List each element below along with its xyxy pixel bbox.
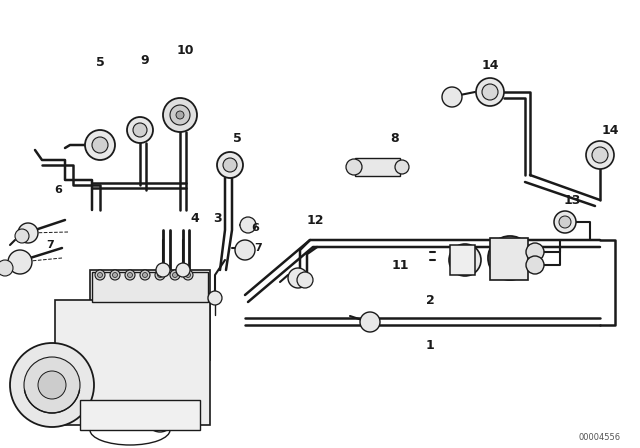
Circle shape — [208, 291, 222, 305]
Circle shape — [24, 357, 80, 413]
Circle shape — [176, 111, 184, 119]
Text: 4: 4 — [191, 211, 200, 224]
Circle shape — [183, 270, 193, 280]
Circle shape — [186, 272, 191, 277]
Circle shape — [360, 312, 380, 332]
Circle shape — [0, 260, 13, 276]
Text: 7: 7 — [254, 243, 262, 253]
Text: 6: 6 — [251, 223, 259, 233]
Circle shape — [176, 263, 190, 277]
Circle shape — [155, 270, 165, 280]
Circle shape — [92, 137, 108, 153]
Text: 00004556: 00004556 — [579, 432, 621, 441]
Circle shape — [526, 243, 544, 261]
Circle shape — [503, 251, 517, 265]
Text: 5: 5 — [95, 56, 104, 69]
Bar — [355, 158, 400, 176]
Circle shape — [113, 272, 118, 277]
Circle shape — [125, 270, 135, 280]
Circle shape — [157, 272, 163, 277]
Circle shape — [395, 160, 409, 174]
Circle shape — [95, 270, 105, 280]
Circle shape — [133, 123, 147, 137]
Text: 2: 2 — [426, 293, 435, 306]
Circle shape — [170, 270, 180, 280]
Bar — [55, 300, 210, 425]
Circle shape — [297, 272, 313, 288]
Circle shape — [476, 78, 504, 106]
Circle shape — [488, 236, 532, 280]
Text: 10: 10 — [176, 43, 194, 56]
Text: 8: 8 — [390, 132, 399, 145]
Circle shape — [482, 84, 498, 100]
Bar — [80, 400, 200, 430]
Circle shape — [140, 270, 150, 280]
Circle shape — [156, 263, 170, 277]
Circle shape — [85, 130, 115, 160]
Text: 5: 5 — [232, 132, 241, 145]
Circle shape — [170, 105, 190, 125]
Circle shape — [15, 229, 29, 243]
Circle shape — [217, 152, 243, 178]
Circle shape — [38, 371, 66, 399]
Circle shape — [8, 250, 32, 274]
Bar — [92, 272, 208, 302]
Circle shape — [223, 158, 237, 172]
Text: 12: 12 — [307, 214, 324, 227]
Circle shape — [163, 98, 197, 132]
Text: 9: 9 — [141, 53, 149, 66]
Text: 14: 14 — [481, 59, 499, 72]
Text: 1: 1 — [426, 339, 435, 352]
Text: 3: 3 — [214, 211, 222, 224]
Circle shape — [235, 240, 255, 260]
Circle shape — [496, 244, 524, 272]
Circle shape — [173, 272, 177, 277]
Circle shape — [110, 270, 120, 280]
Text: 14: 14 — [601, 124, 619, 137]
Circle shape — [240, 217, 256, 233]
Circle shape — [143, 272, 147, 277]
Circle shape — [153, 411, 167, 425]
Circle shape — [554, 211, 576, 233]
Circle shape — [559, 216, 571, 228]
Circle shape — [586, 141, 614, 169]
Circle shape — [442, 87, 462, 107]
Bar — [90, 270, 210, 360]
Circle shape — [592, 147, 608, 163]
Circle shape — [346, 159, 362, 175]
Circle shape — [97, 272, 102, 277]
Bar — [490, 238, 528, 280]
Text: 13: 13 — [563, 194, 580, 207]
Circle shape — [526, 256, 544, 274]
Text: 11: 11 — [391, 258, 409, 271]
Text: 6: 6 — [54, 185, 62, 195]
Circle shape — [146, 404, 174, 432]
Text: 7: 7 — [46, 240, 54, 250]
Bar — [450, 245, 475, 275]
Circle shape — [127, 272, 132, 277]
Circle shape — [18, 223, 38, 243]
Circle shape — [456, 251, 474, 269]
Circle shape — [127, 117, 153, 143]
Circle shape — [10, 343, 94, 427]
Circle shape — [288, 268, 308, 288]
Circle shape — [449, 244, 481, 276]
